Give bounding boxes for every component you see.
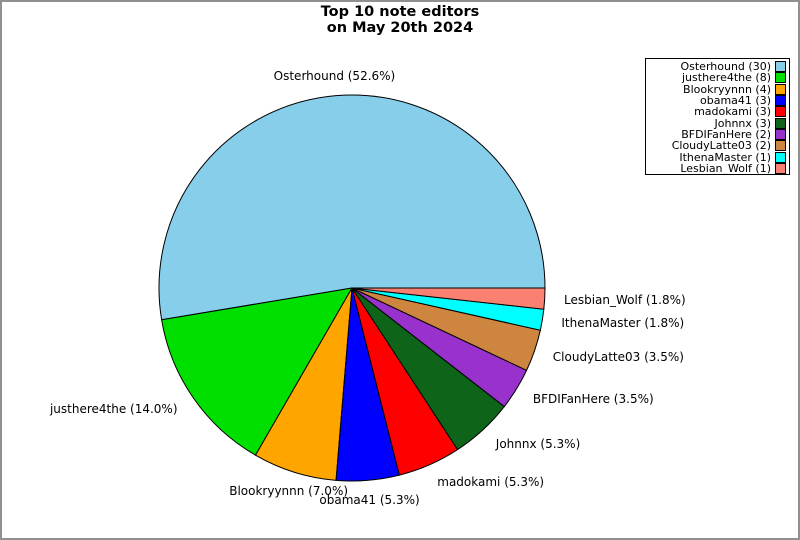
legend-item-label: CloudyLatte03 (2)	[671, 139, 771, 153]
chart-title-line2: on May 20th 2024	[326, 19, 474, 36]
slice-label-justhere4the: justhere4the (14.0%)	[49, 401, 178, 416]
legend-item-obama41: obama41 (3)	[648, 94, 786, 108]
chart-title-line1: Top 10 note editors	[320, 4, 480, 20]
pie-slice-Lesbian_Wolf	[351, 287, 546, 310]
slice-label-Johnnx: Johnnx (5.3%)	[495, 437, 581, 452]
legend-item-madokami: madokami (3)	[648, 105, 786, 119]
legend-swatch-icon	[775, 162, 786, 174]
slice-label-Osterhound: Osterhound (52.6%)	[273, 69, 396, 84]
slice-label-CloudyLatte03: CloudyLatte03 (3.5%)	[552, 349, 684, 364]
legend-item-IthenaMaster: IthenaMaster (1)	[648, 150, 786, 164]
legend-item-Blookryynnn: Blookryynnn (4)	[648, 82, 786, 96]
legend-item-label: IthenaMaster (1)	[679, 150, 771, 164]
slice-label-obama41: obama41 (5.3%)	[319, 492, 420, 507]
legend-item-justhere4the: justhere4the (8)	[648, 71, 786, 85]
legend-item-CloudyLatte03: CloudyLatte03 (2)	[648, 139, 786, 153]
legend-swatch-icon	[775, 151, 786, 163]
legend-item-Johnnx: Johnnx (3)	[648, 116, 786, 130]
legend: Osterhound (30) justhere4the (8) Blookryyn…	[645, 58, 790, 175]
pie-slice-Osterhound	[158, 94, 546, 321]
legend-swatch-icon	[775, 128, 786, 140]
legend-item-Osterhound: Osterhound (30)	[648, 60, 786, 74]
slice-label-BFDIFanHere: BFDIFanHere (3.5%)	[532, 392, 654, 407]
legend-item-label: BFDIFanHere (2)	[681, 127, 771, 141]
legend-item-label: justhere4the (8)	[682, 71, 771, 85]
chart-title: Top 10 note editors on May 20th 2024	[2, 4, 798, 36]
slice-label-madokami: madokami (5.3%)	[437, 475, 545, 490]
legend-item-label: Lesbian_Wolf (1)	[680, 161, 771, 175]
legend-item-label: Osterhound (30)	[680, 60, 771, 74]
slice-label-Blookryynnn: Blookryynnn (7.0%)	[229, 483, 349, 498]
legend-swatch-icon	[775, 61, 786, 73]
pie-slice-justhere4the	[161, 287, 353, 456]
legend-swatch-icon	[775, 95, 786, 107]
legend-swatch-icon	[775, 140, 786, 152]
legend-item-label: obama41 (3)	[700, 94, 771, 108]
legend-swatch-icon	[775, 117, 786, 129]
legend-item-label: Blookryynnn (4)	[683, 82, 771, 96]
legend-swatch-icon	[775, 72, 786, 84]
legend-item-label: madokami (3)	[694, 105, 771, 119]
slice-label-Lesbian_Wolf: Lesbian_Wolf (1.8%)	[563, 292, 686, 307]
legend-item-label: Johnnx (3)	[714, 116, 771, 130]
slice-label-IthenaMaster: IthenaMaster (1.8%)	[561, 315, 685, 330]
legend-swatch-icon	[775, 83, 786, 95]
legend-item-BFDIFanHere: BFDIFanHere (2)	[648, 127, 786, 141]
legend-swatch-icon	[775, 106, 786, 118]
legend-item-Lesbian_Wolf: Lesbian_Wolf (1)	[648, 161, 786, 175]
